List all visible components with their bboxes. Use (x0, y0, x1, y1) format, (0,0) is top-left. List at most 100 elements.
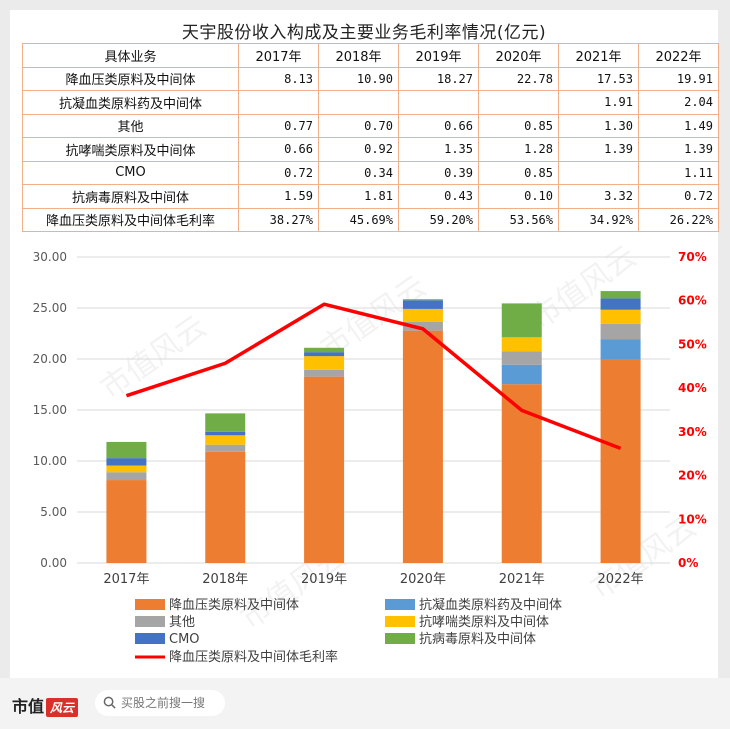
value-cell: 1.35 (398, 137, 479, 162)
row-label-cell: 抗哮喘类原料及中间体 (22, 137, 239, 162)
x-tick-label: 2020年 (400, 572, 446, 587)
y2-tick-label: 10% (678, 512, 707, 526)
bar-segment (402, 330, 443, 563)
value-cell: 0.70 (318, 113, 399, 138)
value-cell (398, 90, 479, 115)
header-cell: 2022年 (638, 43, 719, 68)
bar-segment (304, 369, 345, 377)
legend-swatch (385, 599, 415, 610)
x-tick-label: 2021年 (499, 572, 545, 587)
y2-tick-label: 30% (678, 425, 707, 439)
margin-line (125, 302, 622, 451)
value-cell: 22.78 (478, 66, 559, 91)
bar-segment (304, 347, 345, 353)
bar-segment (106, 472, 147, 481)
row-label-cell: CMO (22, 160, 239, 185)
y2-tick-label: 70% (678, 250, 707, 264)
table-row: 其他 0.77 0.70 0.66 0.85 1.30 1.49 (22, 113, 719, 138)
bar-segment (600, 323, 641, 340)
y2-tick-label: 40% (678, 381, 707, 395)
bar-segment (600, 298, 641, 310)
legend-swatch (385, 633, 415, 644)
x-tick-label: 2022年 (598, 572, 644, 587)
value-cell: 0.77 (238, 113, 319, 138)
bar-segment (304, 376, 345, 563)
bar-segment (402, 299, 443, 301)
bar-segment (304, 356, 345, 370)
legend-label: 降血压类原料及中间体毛利率 (169, 649, 338, 665)
bar-segment (106, 458, 147, 466)
y-tick-label: 15.00 (33, 403, 67, 417)
value-cell: 19.91 (638, 66, 719, 91)
legend-swatch (135, 633, 165, 644)
y-tick-label: 20.00 (33, 352, 67, 366)
value-cell: 1.91 (558, 90, 639, 115)
value-cell: 1.39 (638, 137, 719, 162)
value-cell (558, 160, 639, 185)
table-row: 抗凝血类原料药及中间体 1.91 2.04 (22, 90, 719, 115)
header-cell: 2020年 (478, 43, 559, 68)
bar-segment (501, 337, 542, 352)
table-row: 抗病毒原料及中间体 1.59 1.81 0.43 0.10 3.32 0.72 (22, 184, 719, 209)
bar-segment (106, 480, 147, 563)
y2-tick-label: 60% (678, 294, 707, 308)
search-icon (103, 696, 116, 709)
legend-swatch (135, 616, 165, 627)
y2-tick-label: 0% (678, 556, 698, 570)
legend-label: 抗哮喘类原料及中间体 (419, 614, 549, 630)
bar-segment (205, 435, 246, 445)
table-row: 抗哮喘类原料及中间体 0.66 0.92 1.35 1.28 1.39 1.39 (22, 137, 719, 162)
bar-segment (402, 300, 443, 309)
bar-segment (106, 465, 147, 473)
value-cell: 26.22% (638, 207, 719, 232)
y-tick-label: 30.00 (33, 250, 67, 264)
bar-segment (205, 431, 246, 436)
search-placeholder: 买股之前搜一搜 (121, 696, 206, 710)
bar-segment (304, 352, 345, 357)
table-row: 降血压类原料及中间体毛利率 38.27% 45.69% 59.20% 53.56% 34.… (22, 207, 719, 232)
bar-segment (600, 359, 641, 563)
bar-segment (600, 291, 641, 299)
value-cell: 10.90 (318, 66, 399, 91)
footer-bar: 市值 风云 买股之前搜一搜 (0, 678, 730, 729)
value-cell: 0.39 (398, 160, 479, 185)
value-cell: 0.66 (398, 113, 479, 138)
bar-segment (501, 351, 542, 365)
header-cell: 2019年 (398, 43, 479, 68)
row-label-cell: 抗病毒原料及中间体 (22, 184, 239, 209)
x-tick-label: 2019年 (301, 572, 347, 587)
bar-segment (501, 303, 542, 338)
table-row: 降血压类原料及中间体 8.13 10.90 18.27 22.78 17.53 19.91 (22, 66, 719, 91)
legend-label: 抗凝血类原料药及中间体 (419, 597, 562, 613)
bar-segment (600, 339, 641, 360)
y-tick-label: 25.00 (33, 301, 67, 315)
y2-tick-label: 20% (678, 469, 707, 483)
value-cell: 8.13 (238, 66, 319, 91)
value-cell: 17.53 (558, 66, 639, 91)
bar-segment (205, 444, 246, 452)
bar-segment (501, 364, 542, 385)
legend-label: 降血压类原料及中间体 (169, 598, 299, 613)
value-cell: 53.56% (478, 207, 559, 232)
bar-segment (600, 309, 641, 324)
legend-label: 抗病毒原料及中间体 (419, 632, 536, 647)
bar-segment (106, 441, 147, 459)
value-cell: 59.20% (398, 207, 479, 232)
value-cell (318, 90, 399, 115)
chart-title: 天宇股份收入构成及主要业务毛利率情况(亿元) (181, 23, 547, 43)
search-box[interactable]: 买股之前搜一搜 (95, 690, 225, 716)
row-label-cell: 降血压类原料及中间体 (22, 66, 239, 91)
value-cell: 0.92 (318, 137, 399, 162)
legend-label: CMO (169, 632, 200, 647)
value-cell (238, 90, 319, 115)
bar-segment (205, 451, 246, 563)
table-header-row: 具体业务 2017年 2018年 2019年 2020年 2021年 2022年 (22, 43, 719, 68)
value-cell: 0.72 (638, 184, 719, 209)
row-label-cell: 降血压类原料及中间体毛利率 (22, 207, 239, 232)
bar-segment (402, 321, 443, 331)
brand-logo: 市值 风云 (12, 693, 79, 717)
x-tick-label: 2018年 (202, 572, 248, 587)
y-tick-label: 10.00 (33, 454, 67, 468)
brand-name: 市值 (12, 697, 45, 716)
